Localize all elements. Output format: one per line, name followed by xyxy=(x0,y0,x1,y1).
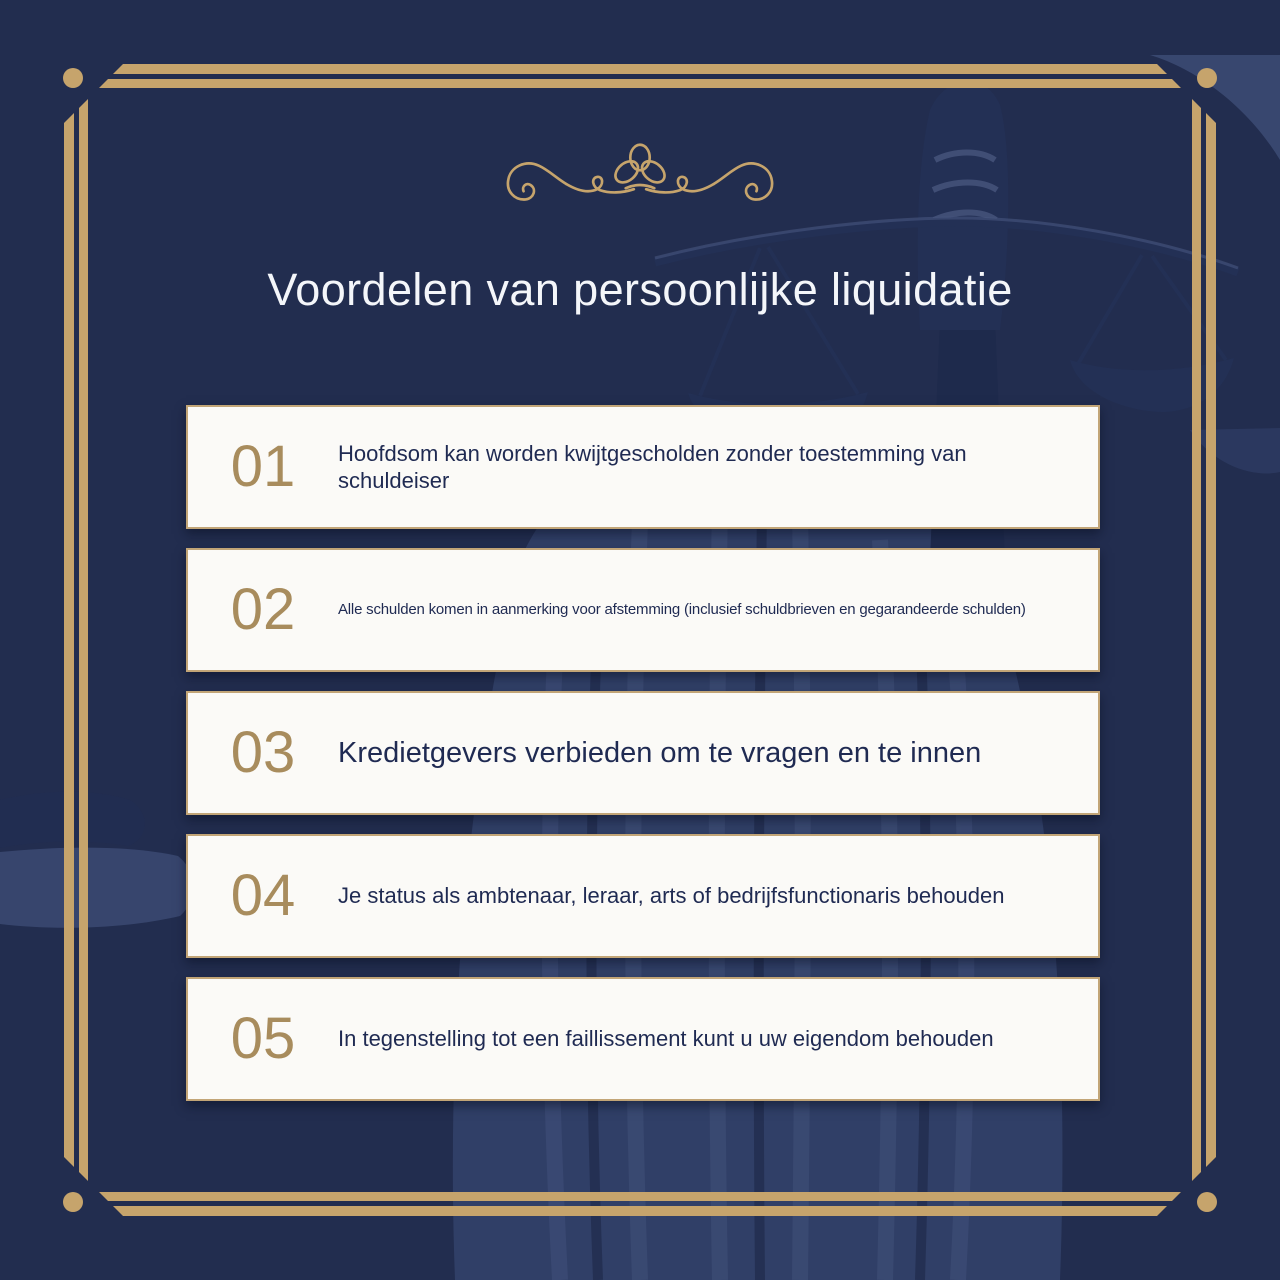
corner-dot xyxy=(1197,68,1217,88)
benefit-item-2: 02 Alle schulden komen in aanmerking voo… xyxy=(186,548,1100,672)
benefit-number: 01 xyxy=(230,434,296,499)
benefit-number: 04 xyxy=(230,863,296,928)
benefit-text: In tegenstelling tot een faillissement k… xyxy=(338,1026,994,1052)
benefit-text: Hoofdsom kan worden kwijtgescholden zond… xyxy=(338,440,967,494)
benefit-number: 02 xyxy=(230,577,296,642)
benefit-item-4: 04 Je status als ambtenaar, leraar, arts… xyxy=(186,834,1100,958)
flourish-divider-icon xyxy=(506,143,774,201)
benefit-number: 05 xyxy=(230,1006,296,1071)
corner-dot xyxy=(1197,1192,1217,1212)
benefit-item-3: 03 Kredietgevers verbieden om te vragen … xyxy=(186,691,1100,815)
benefit-text: Alle schulden komen in aanmerking voor a… xyxy=(338,600,1026,618)
benefit-item-5: 05 In tegenstelling tot een faillissemen… xyxy=(186,977,1100,1101)
benefit-text: Kredietgevers verbieden om te vragen en … xyxy=(338,736,982,769)
corner-dot xyxy=(63,68,83,88)
benefit-item-1: 01 Hoofdsom kan worden kwijtgescholden z… xyxy=(186,405,1100,529)
benefit-number: 03 xyxy=(230,720,296,785)
corner-dot xyxy=(63,1192,83,1212)
benefit-list: 01 Hoofdsom kan worden kwijtgescholden z… xyxy=(186,405,1100,1101)
page-title: Voordelen van persoonlijke liquidatie xyxy=(267,264,1013,315)
benefit-text: Je status als ambtenaar, leraar, arts of… xyxy=(338,883,1005,909)
